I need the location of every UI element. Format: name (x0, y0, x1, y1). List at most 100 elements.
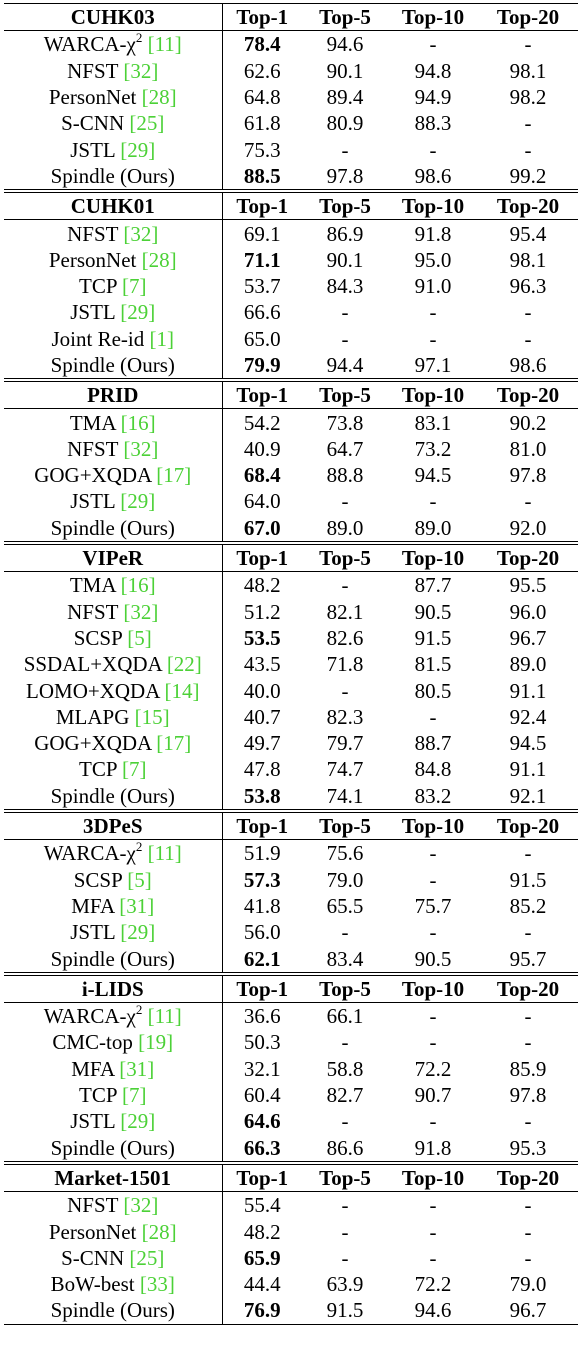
value-cell: 94.5 (414, 463, 452, 488)
column-header: Top-1 (222, 971, 302, 1003)
method-cell: CMC-top [19] (4, 1029, 223, 1056)
method-cell: TMA [16] (4, 571, 223, 599)
table-row: TMA [16] 54.2 73.8 83.1 90.2 (4, 408, 578, 436)
column-header: Top-1 (222, 540, 302, 573)
value-cell: 66.1 (326, 1004, 364, 1029)
value-cell: 88.8 (326, 463, 364, 488)
citation-link[interactable]: [31] (119, 1056, 155, 1081)
citation-link[interactable]: [11] (147, 1004, 182, 1029)
dataset-header-row: i-LIDS Top-1 Top-5 Top-10 Top-20 (4, 971, 578, 1003)
value-cell: 91.5 (509, 867, 547, 892)
method-name: TCP (79, 1083, 117, 1108)
column-header: Top-5 (302, 540, 388, 573)
citation-link[interactable]: [32] (123, 221, 159, 246)
value-cell: 91.8 (414, 221, 452, 246)
method-name: TMA (69, 573, 116, 598)
method-name: NFST (67, 221, 119, 246)
value-cell: 83.4 (326, 946, 364, 971)
method-name: PersonNet (48, 1219, 137, 1244)
citation-link[interactable]: [31] (119, 893, 155, 918)
citation-link[interactable]: [32] (123, 1193, 159, 1218)
citation-link[interactable]: [11] (147, 32, 182, 57)
citation-link[interactable]: [32] (123, 436, 159, 461)
value-cell: 40.7 (243, 704, 281, 729)
citation-link[interactable]: [29] (120, 1109, 156, 1134)
citation-link[interactable]: [28] (141, 85, 177, 110)
value-cell: 96.3 (509, 274, 547, 299)
value-cell: 54.2 (243, 410, 281, 435)
table-row: LOMO+XQDA [14] 40.0 - 80.5 91.1 (4, 677, 578, 704)
method-name: Spindle (Ours) (50, 1135, 175, 1160)
value-cell: - (524, 326, 532, 351)
method-name: NFST (67, 599, 119, 624)
value-cell: - (429, 489, 437, 514)
citation-link[interactable]: [17] (156, 463, 192, 488)
citation-link[interactable]: [29] (120, 300, 156, 325)
table-row: GOG+XQDA [17] 68.4 88.8 94.5 97.8 (4, 462, 578, 489)
citation-link[interactable]: [25] (129, 1245, 165, 1270)
value-cell: 50.3 (243, 1030, 281, 1055)
dataset-name: i-LIDS (4, 971, 223, 1003)
dataset-name: CUHK01 (4, 189, 223, 221)
table-row: JSTL [29] 66.6 - - - (4, 299, 578, 326)
citation-link[interactable]: [16] (120, 410, 156, 435)
table-row: TMA [16] 48.2 - 87.7 95.5 (4, 571, 578, 599)
method-name: JSTL (70, 1109, 115, 1134)
value-cell: - (341, 489, 349, 514)
citation-link[interactable]: [32] (123, 599, 159, 624)
citation-link[interactable]: [29] (120, 489, 156, 514)
value-cell: 97.1 (414, 353, 452, 377)
method-name: TCP (79, 274, 117, 299)
value-cell: 92.4 (509, 704, 547, 729)
citation-link[interactable]: [32] (123, 58, 159, 83)
value-cell: 81.5 (414, 652, 452, 677)
citation-link[interactable]: [17] (156, 731, 192, 756)
citation-link[interactable]: [1] (149, 326, 175, 351)
column-header: Top-1 (222, 378, 302, 410)
value-cell: 88.5 (243, 163, 281, 188)
citation-link[interactable]: [22] (166, 652, 202, 677)
citation-link[interactable]: [16] (120, 573, 156, 598)
citation-link[interactable]: [28] (141, 247, 177, 272)
value-cell: 95.5 (509, 573, 547, 598)
method-name: WARCA-χ (43, 32, 136, 57)
value-cell: 82.3 (326, 704, 364, 729)
table-row: MFA [31] 32.1 58.8 72.2 85.9 (4, 1055, 578, 1082)
citation-link[interactable]: [7] (121, 274, 147, 299)
value-cell: 96.7 (478, 1297, 578, 1325)
table-row: NFST [32] 62.6 90.1 94.8 98.1 (4, 57, 578, 84)
table-row: JSTL [29] 56.0 - - - (4, 919, 578, 946)
citation-link[interactable]: [7] (121, 1083, 147, 1108)
value-cell: 66.6 (243, 300, 281, 325)
value-cell: 62.6 (243, 58, 281, 83)
citation-link[interactable]: [29] (120, 137, 156, 162)
column-header: Top-20 (478, 2, 578, 32)
value-cell: 75.6 (326, 841, 364, 866)
citation-link[interactable]: [5] (127, 867, 152, 892)
method-name: LOMO+XQDA (26, 678, 160, 703)
value-cell: 97.8 (326, 163, 364, 188)
value-cell: 82.7 (326, 1083, 364, 1108)
value-cell: 64.8 (243, 85, 281, 110)
table-row: Spindle (Ours) 88.5 97.8 98.6 99.2 (4, 162, 578, 192)
table-row: PersonNet [28] 64.8 89.4 94.9 98.2 (4, 83, 578, 111)
citation-link[interactable]: [14] (164, 678, 200, 703)
citation-link[interactable]: [7] (121, 757, 147, 782)
table-row: MFA [31] 41.8 65.5 75.7 85.2 (4, 892, 578, 920)
method-cell: Joint Re-id [1] (4, 325, 223, 352)
column-header: Top-10 (388, 189, 478, 221)
value-cell: - (429, 1109, 437, 1134)
citation-link[interactable]: [28] (141, 1219, 177, 1244)
method-superscript: 2 (135, 1002, 143, 1018)
citation-link[interactable]: [29] (120, 920, 156, 945)
value-cell: 79.9 (243, 353, 281, 377)
citation-link[interactable]: [19] (138, 1030, 174, 1055)
citation-link[interactable]: [25] (129, 111, 165, 136)
value-cell: 64.0 (243, 489, 281, 514)
citation-link[interactable]: [11] (147, 841, 182, 866)
citation-link[interactable]: [5] (127, 625, 152, 650)
citation-link[interactable]: [15] (134, 704, 170, 729)
value-cell: 51.9 (243, 841, 281, 866)
method-name: BoW-best (50, 1272, 135, 1297)
citation-link[interactable]: [33] (139, 1272, 175, 1297)
